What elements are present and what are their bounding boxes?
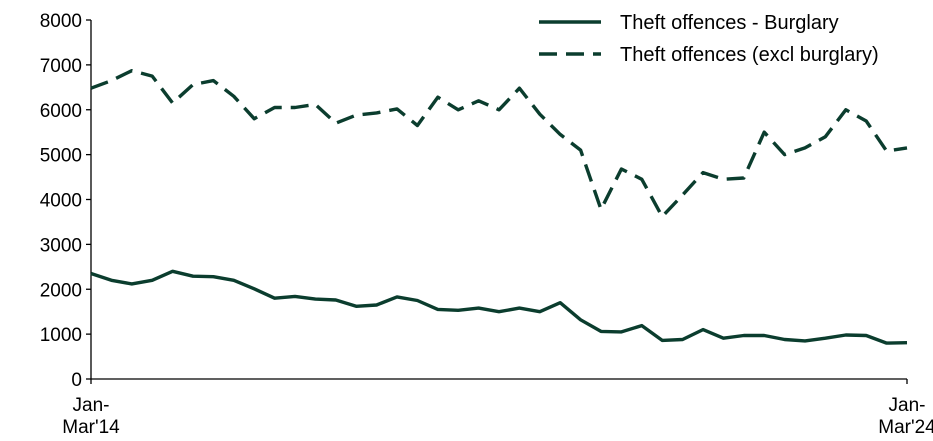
legend-label-burglary: Theft offences - Burglary — [620, 12, 839, 34]
y-tick-label: 2000 — [40, 280, 82, 301]
series-line-burglary — [90, 269, 908, 345]
x-tick-label: Jan-Mar'14 — [62, 395, 120, 438]
series-layer — [90, 68, 908, 345]
y-tick-label: 1000 — [40, 325, 82, 346]
legend-label-theft-excl-burglary: Theft offences (excl burglary) — [620, 44, 879, 66]
series-line-theft-excl-burglary — [90, 68, 908, 219]
y-tick-label: 7000 — [40, 56, 82, 77]
y-tick-label: 6000 — [40, 101, 82, 122]
y-tick-label: 8000 — [40, 11, 82, 32]
y-tick-label: 5000 — [40, 146, 82, 167]
y-axis-ticks: 0 1000 2000 3000 4000 5000 6000 7000 8000 — [40, 11, 91, 391]
x-tick-label: Jan-Mar'24 — [878, 395, 933, 438]
y-tick-label: 0 — [71, 370, 82, 391]
legend: Theft offences - Burglary Theft offences … — [539, 12, 879, 66]
x-axis-ticks: Jan-Mar'14 Jan-Mar'24 — [62, 379, 933, 438]
y-tick-label: 4000 — [40, 191, 82, 212]
y-tick-label: 3000 — [40, 235, 82, 256]
